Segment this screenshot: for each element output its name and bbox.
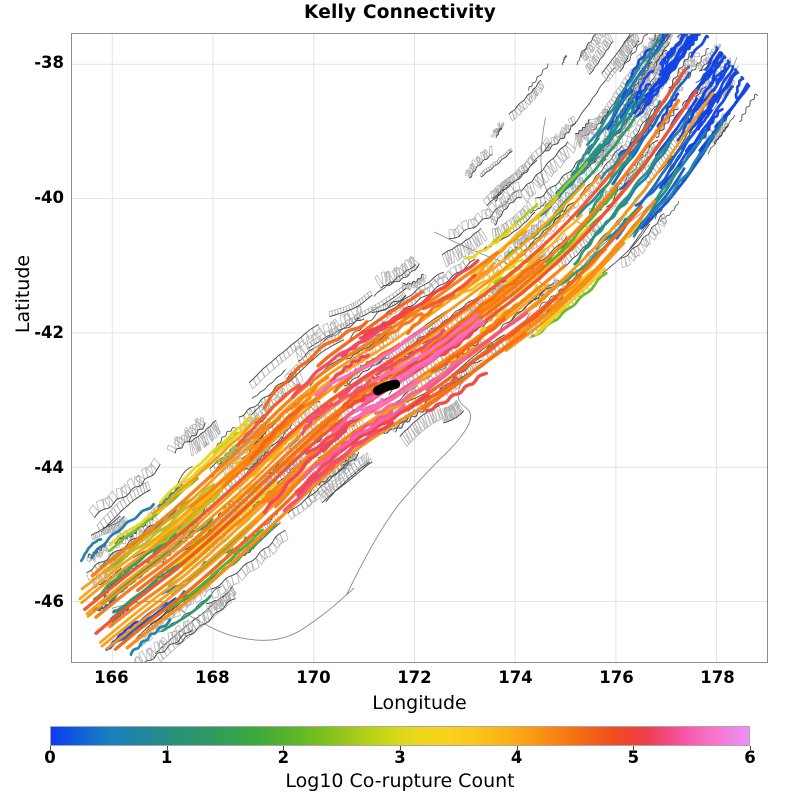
colorbar-tick-mark <box>633 746 635 750</box>
x-tick-label: 168 <box>195 668 230 687</box>
y-tick-label: -42 <box>34 322 64 342</box>
colorbar-tick-label: 4 <box>510 748 523 767</box>
map-svg <box>72 34 767 662</box>
y-tick-label: -46 <box>34 592 64 612</box>
x-tick-label: 166 <box>94 668 129 687</box>
colorbar-tick-label: 3 <box>394 748 406 767</box>
corupture-fault-traces <box>78 34 751 656</box>
colorbar-tick-label: 1 <box>160 748 173 767</box>
colorbar-tick-label: 5 <box>627 748 640 767</box>
y-tick-label: -44 <box>34 457 64 477</box>
y-tick-label: -40 <box>34 188 64 208</box>
x-tick-label: 170 <box>296 668 331 687</box>
colorbar-tick-labels: 0 1 2 3 4 5 6 <box>44 746 756 772</box>
colorbar-label: Log10 Co-rupture Count <box>285 770 515 792</box>
colorbar[interactable] <box>50 726 750 746</box>
colorbar-tick-mark <box>50 746 51 750</box>
colorbar-tick-mark <box>516 746 518 750</box>
colorbar-tick-mark <box>750 746 751 750</box>
y-axis-tick-labels: -38 -40 -42 -44 -46 <box>0 33 64 663</box>
kelly-source-fault <box>372 379 401 396</box>
colorbar-tick-mark <box>283 746 285 750</box>
x-tick-label: 178 <box>700 668 735 687</box>
colorbar-tick-mark <box>166 746 168 750</box>
x-tick-label: 172 <box>397 668 432 687</box>
colorbar-tick-label: 6 <box>744 748 756 767</box>
colorbar-tick-mark <box>400 746 401 750</box>
page-title: Kelly Connectivity <box>304 2 496 23</box>
x-tick-label: 176 <box>599 668 634 687</box>
x-axis-tick-labels: 166 168 170 172 174 176 178 <box>71 664 768 694</box>
y-tick-label: -38 <box>34 53 64 73</box>
x-axis-label: Longitude <box>372 692 467 714</box>
colorbar-gradient <box>50 726 750 746</box>
colorbar-tick-label: 2 <box>277 748 290 767</box>
map-plot-area[interactable] <box>71 33 768 663</box>
colorbar-tick-label: 0 <box>44 748 56 767</box>
x-tick-label: 174 <box>498 668 533 687</box>
